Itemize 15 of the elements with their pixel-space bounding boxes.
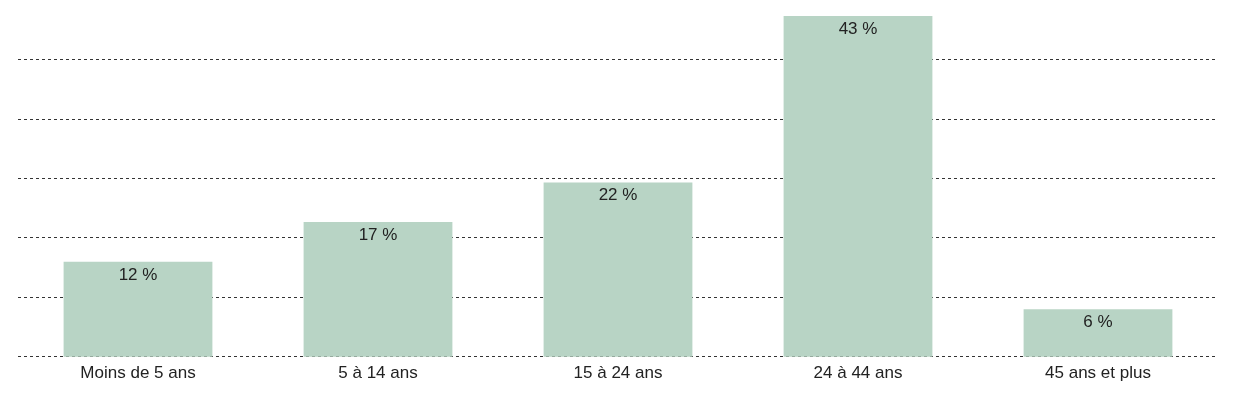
data-label: 12 % <box>118 264 158 284</box>
bar <box>1023 309 1173 357</box>
data-label: 43 % <box>838 19 878 38</box>
x-tick-label: 15 à 24 ans <box>573 363 663 382</box>
x-tick-label: 5 à 14 ans <box>338 363 418 382</box>
bar <box>303 222 453 357</box>
bar <box>783 16 933 357</box>
x-tick-label: Moins de 5 ans <box>80 363 196 382</box>
data-label: 22 % <box>598 185 638 205</box>
data-label: 17 % <box>358 225 398 245</box>
bar <box>63 261 213 357</box>
x-tick-label: 24 à 44 ans <box>813 363 903 382</box>
bar <box>543 182 693 357</box>
data-label: 6 % <box>1083 312 1113 332</box>
x-tick-label: 45 ans et plus <box>1045 363 1151 382</box>
